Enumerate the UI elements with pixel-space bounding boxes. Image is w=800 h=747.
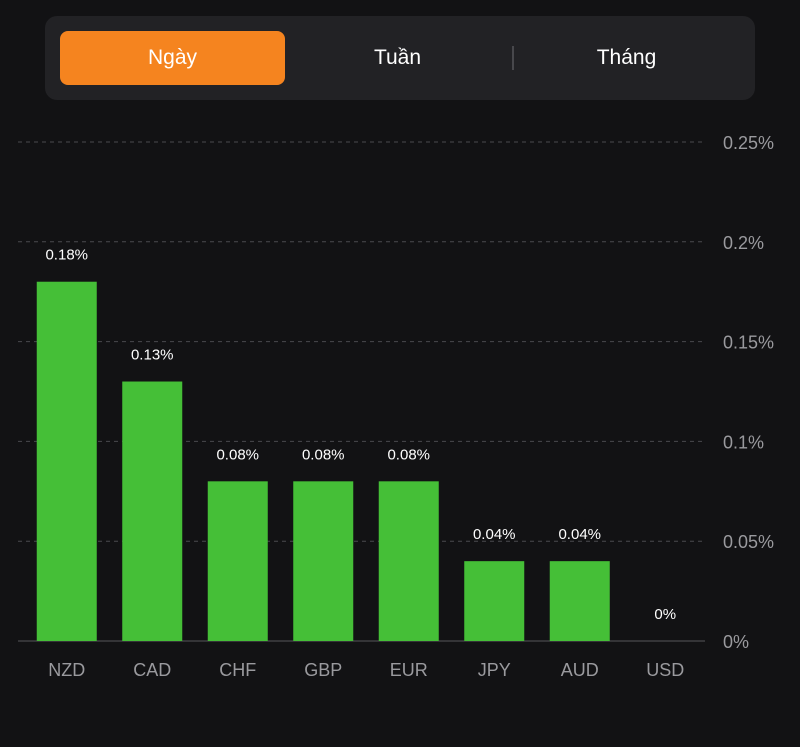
x-tick-label: JPY [478,660,511,680]
bar-eur [378,481,439,641]
tab-divider [512,46,514,70]
tab-week[interactable]: Tuần [373,46,422,69]
tab-day[interactable]: Ngày [60,31,285,85]
x-tick-label: EUR [390,660,428,680]
bar-aud [549,561,610,641]
data-label: 0.08% [302,446,345,463]
bar-chf [207,481,268,641]
data-label: 0.04% [558,526,601,543]
tab-month[interactable]: Tháng [596,46,657,69]
y-tick-label: 0.05% [723,532,774,552]
bar-cad [122,381,183,641]
data-labels: 0.18% 0.13% 0.08% 0.08% 0.08% 0.04% 0.04% 0% [45,247,676,623]
bar-nzd [36,281,97,641]
x-tick-label: CAD [133,660,171,680]
x-tick-label: CHF [219,660,256,680]
data-label: 0.13% [131,347,174,364]
bars [36,281,610,641]
data-label: 0.04% [473,526,516,543]
y-tick-label: 0.15% [723,333,774,353]
x-axis-ticks: NZD CAD CHF GBP EUR JPY AUD USD [48,660,684,680]
data-label: 0.08% [216,446,259,463]
x-tick-label: GBP [304,660,342,680]
data-label: 0% [654,606,676,623]
y-tick-label: 0% [723,632,749,652]
data-label: 0.08% [387,446,430,463]
y-axis-ticks: 0% 0.05% 0.1% 0.15% 0.2% 0.25% [723,133,774,652]
x-tick-label: AUD [561,660,599,680]
bar-jpy [464,561,525,641]
data-label: 0.18% [45,247,88,264]
period-tabs: Ngày Tuần Tháng [45,16,755,100]
x-tick-label: USD [646,660,684,680]
y-tick-label: 0.2% [723,233,764,253]
y-tick-label: 0.1% [723,432,764,452]
x-tick-label: NZD [48,660,85,680]
y-tick-label: 0.25% [723,133,774,153]
bar-gbp [293,481,354,641]
